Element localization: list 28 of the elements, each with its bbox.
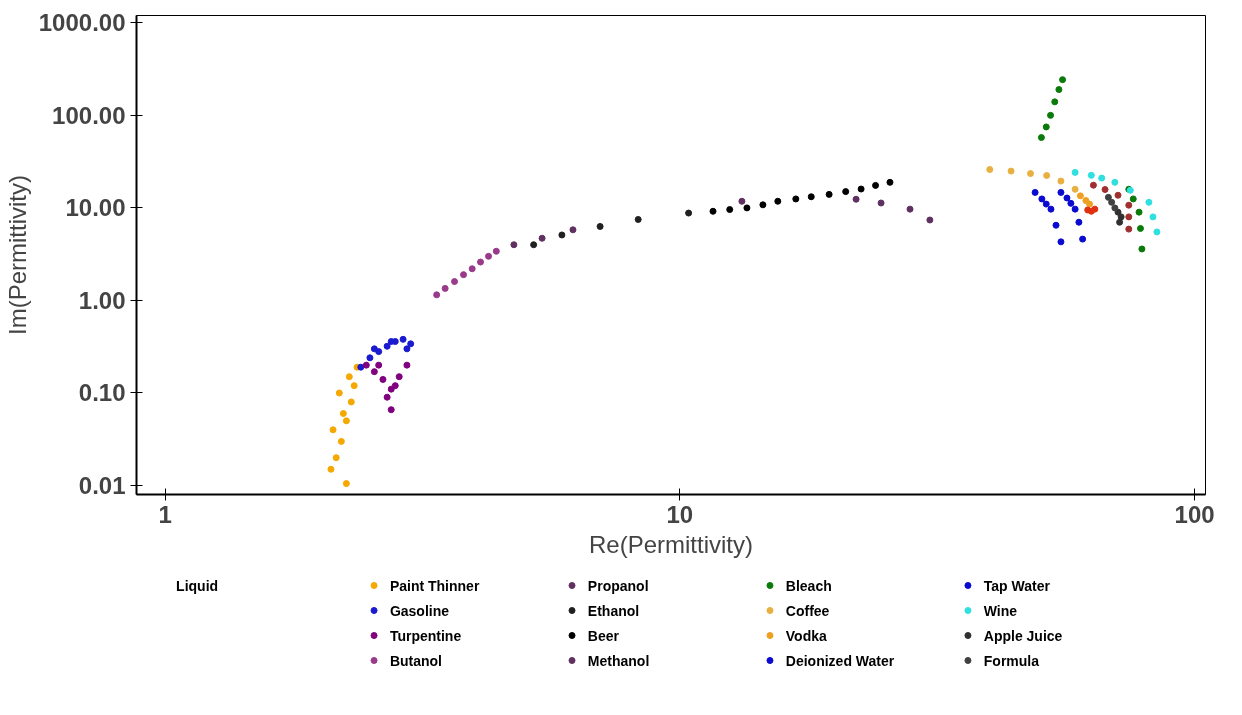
x-axis-title: Re(Permittivity): [589, 530, 754, 558]
legend-label: Propanol: [587, 577, 649, 594]
y-tick-label: 0.10: [78, 379, 126, 407]
legend-label: Ethanol: [587, 602, 640, 619]
legend-label: Beer: [587, 627, 620, 644]
y-tick-label: 100.00: [52, 101, 126, 129]
legend-label: Gasoline: [389, 602, 450, 619]
legend-label: Deionized Water: [785, 652, 895, 669]
legend-label: Bleach: [785, 577, 832, 594]
y-tick-label: 1.00: [78, 286, 126, 314]
legend-title: Liquid: [176, 577, 219, 594]
legend-label: Methanol: [587, 652, 650, 669]
legend-label: Paint Thinner: [389, 577, 480, 594]
y-axis-title: Im(Permittivity): [3, 175, 31, 335]
legend-label: Vodka: [785, 627, 828, 644]
y-tick-label: 0.01: [78, 472, 126, 500]
x-tick-label: 100: [1174, 500, 1215, 528]
y-tick-label: 10.00: [65, 194, 126, 222]
y-tick-label: 1000.00: [38, 9, 126, 37]
legend-label: Turpentine: [389, 627, 462, 644]
legend-label: Apple Juice: [983, 627, 1063, 644]
legend-label: Wine: [983, 602, 1018, 619]
legend-label: Tap Water: [983, 577, 1051, 594]
legend-label: Coffee: [785, 602, 830, 619]
legend-label: Formula: [983, 652, 1040, 669]
x-tick-label: 10: [666, 500, 694, 528]
legend-label: Butanol: [389, 652, 442, 669]
x-tick-label: 1: [158, 500, 172, 528]
